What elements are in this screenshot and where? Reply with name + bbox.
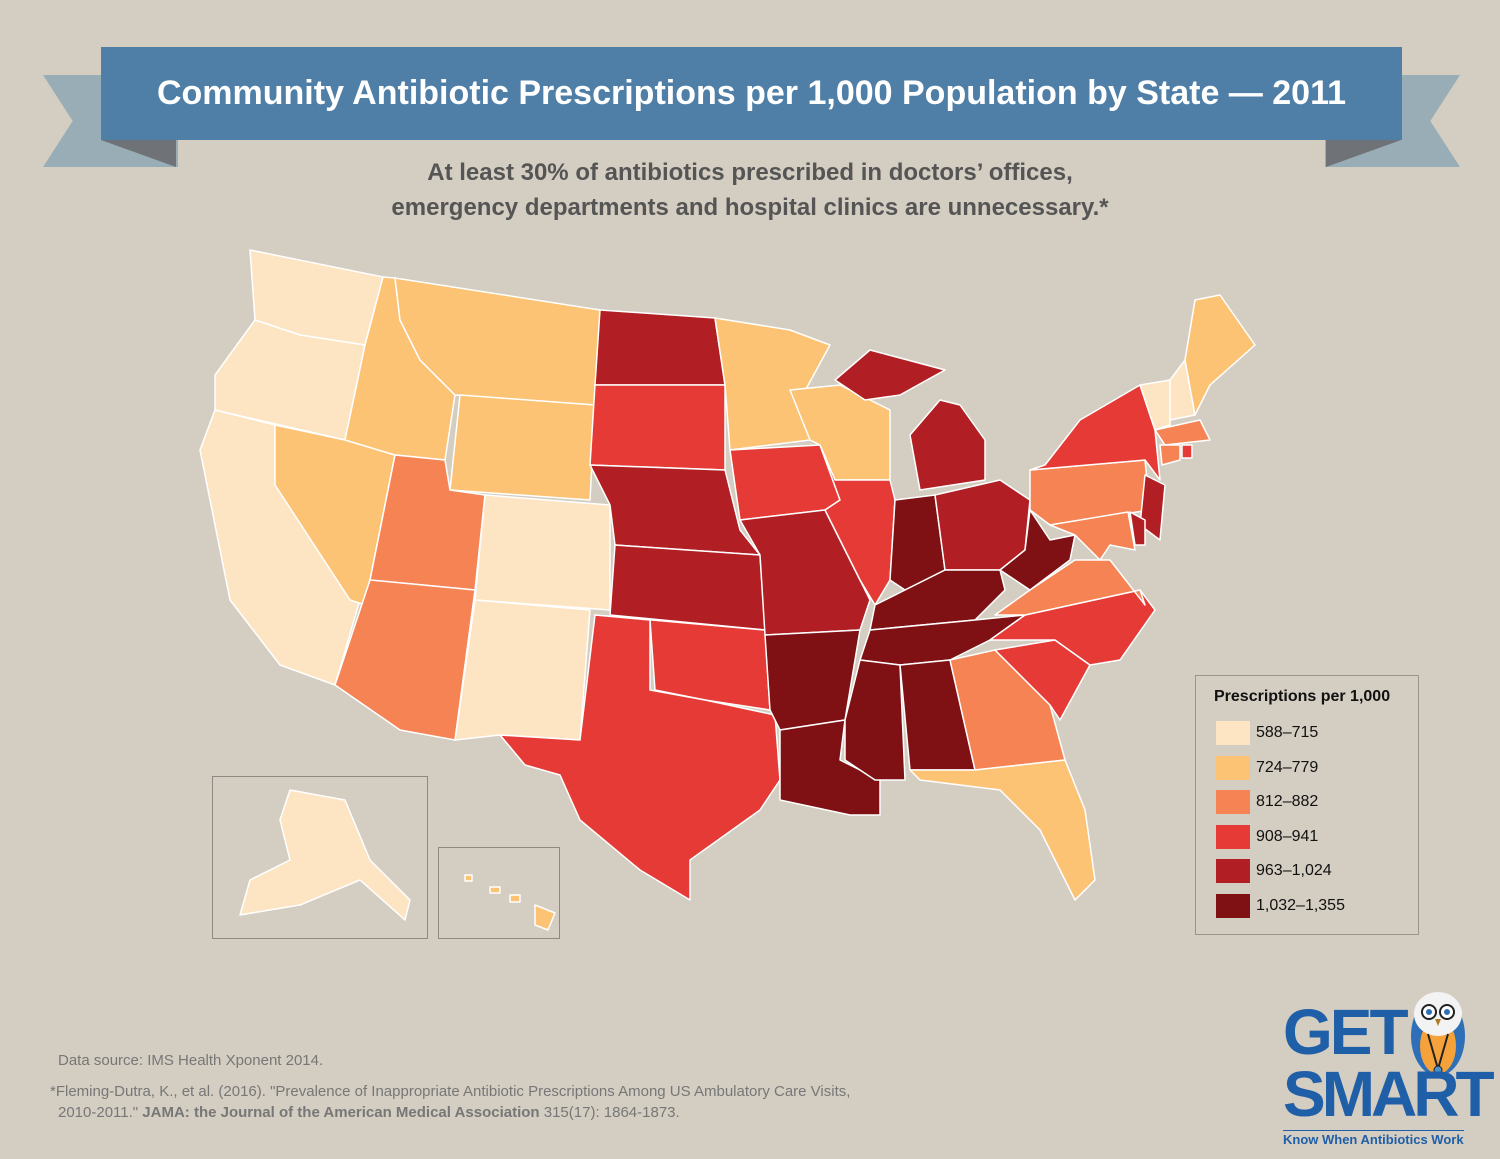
state-nm <box>454 599 591 741</box>
state-fl <box>909 759 1096 901</box>
state-ct <box>1159 444 1181 466</box>
subtitle-line-2: emergency departments and hospital clini… <box>391 194 1109 221</box>
legend-swatch <box>1216 893 1250 918</box>
state-wv <box>999 509 1076 591</box>
legend-swatch <box>1216 790 1250 814</box>
citation-years: 2010-2011." <box>58 1104 143 1121</box>
state-il <box>819 444 896 606</box>
state-ky <box>869 569 1006 631</box>
citation-line-2: 2010-2011." JAMA: the Journal of the Ame… <box>50 1102 850 1123</box>
state-ri <box>1181 444 1193 459</box>
legend-label: 812–882 <box>1256 793 1319 810</box>
data-source: Data source: IMS Health Xponent 2014. <box>58 1052 324 1069</box>
legend-title: Prescriptions per 1,000 <box>1214 688 1391 705</box>
citation: *Fleming-Dutra, K., et al. (2016). "Prev… <box>50 1081 850 1123</box>
state-hi <box>489 886 501 894</box>
legend-item: 812–882 <box>1216 790 1318 814</box>
state-ms <box>844 659 906 781</box>
logo-tagline: Know When Antibiotics Work <box>1283 1130 1464 1147</box>
legend-label: 588–715 <box>1256 724 1319 741</box>
state-tx <box>499 614 781 901</box>
subtitle-line-1: At least 30% of antibiotics prescribed i… <box>427 159 1073 186</box>
legend-item: 588–715 <box>1216 721 1318 745</box>
logo-smart: SMART <box>1283 1058 1495 1130</box>
hawaii-inset <box>438 847 560 939</box>
state-de <box>1129 511 1146 546</box>
owl-mascot-icon <box>1411 992 1465 1076</box>
state-nd <box>594 309 726 386</box>
legend-label: 963–1,024 <box>1256 862 1332 879</box>
state-hi <box>509 894 521 903</box>
state-vt <box>1139 379 1171 431</box>
legend-label: 908–941 <box>1256 827 1319 845</box>
citation-line-1: *Fleming-Dutra, K., et al. (2016). "Prev… <box>50 1083 851 1100</box>
legend-item: 1,032–1,355 <box>1216 893 1345 918</box>
legend-label: 724–779 <box>1256 758 1319 776</box>
logo-get: GET <box>1283 996 1409 1068</box>
citation-pages: 315(17): 1864-1873. <box>539 1104 680 1121</box>
legend: Prescriptions per 1,000 588–715 724–779 81… <box>1195 675 1419 935</box>
state-sc <box>994 639 1091 721</box>
state-ny <box>1029 384 1161 481</box>
alaska-inset <box>212 776 428 939</box>
legend-item: 963–1,024 <box>1216 859 1332 883</box>
state-co <box>474 494 611 611</box>
citation-journal: JAMA: the Journal of the American Medica… <box>142 1104 540 1121</box>
state-ga <box>949 649 1066 771</box>
legend-label: 1,032–1,355 <box>1256 896 1345 914</box>
state-md <box>1049 511 1136 561</box>
state-ak <box>239 789 411 921</box>
state-hi <box>464 874 473 882</box>
state-nj <box>1139 474 1166 541</box>
state-me <box>1184 294 1256 416</box>
subtitle: At least 30% of antibiotics prescribed i… <box>0 155 1500 225</box>
title-banner: Community Antibiotic Prescriptions per 1… <box>101 47 1402 140</box>
legend-item: 724–779 <box>1216 755 1319 780</box>
state-la <box>779 719 881 816</box>
legend-item: 908–941 <box>1216 824 1319 849</box>
state-mi <box>909 399 986 491</box>
legend-swatch <box>1216 824 1250 849</box>
state-mi <box>834 349 946 401</box>
page-title: Community Antibiotic Prescriptions per 1… <box>156 74 1347 112</box>
state-ma <box>1154 419 1211 446</box>
legend-swatch <box>1216 721 1250 745</box>
state-wy <box>449 394 596 501</box>
get-smart-logo: GET SMART Know When Antibiotics Work <box>1280 972 1495 1157</box>
state-az <box>334 579 476 741</box>
legend-swatch <box>1216 755 1250 780</box>
state-sd <box>589 384 726 471</box>
state-ks <box>609 544 766 631</box>
state-hi <box>534 904 556 931</box>
legend-swatch <box>1216 859 1250 883</box>
